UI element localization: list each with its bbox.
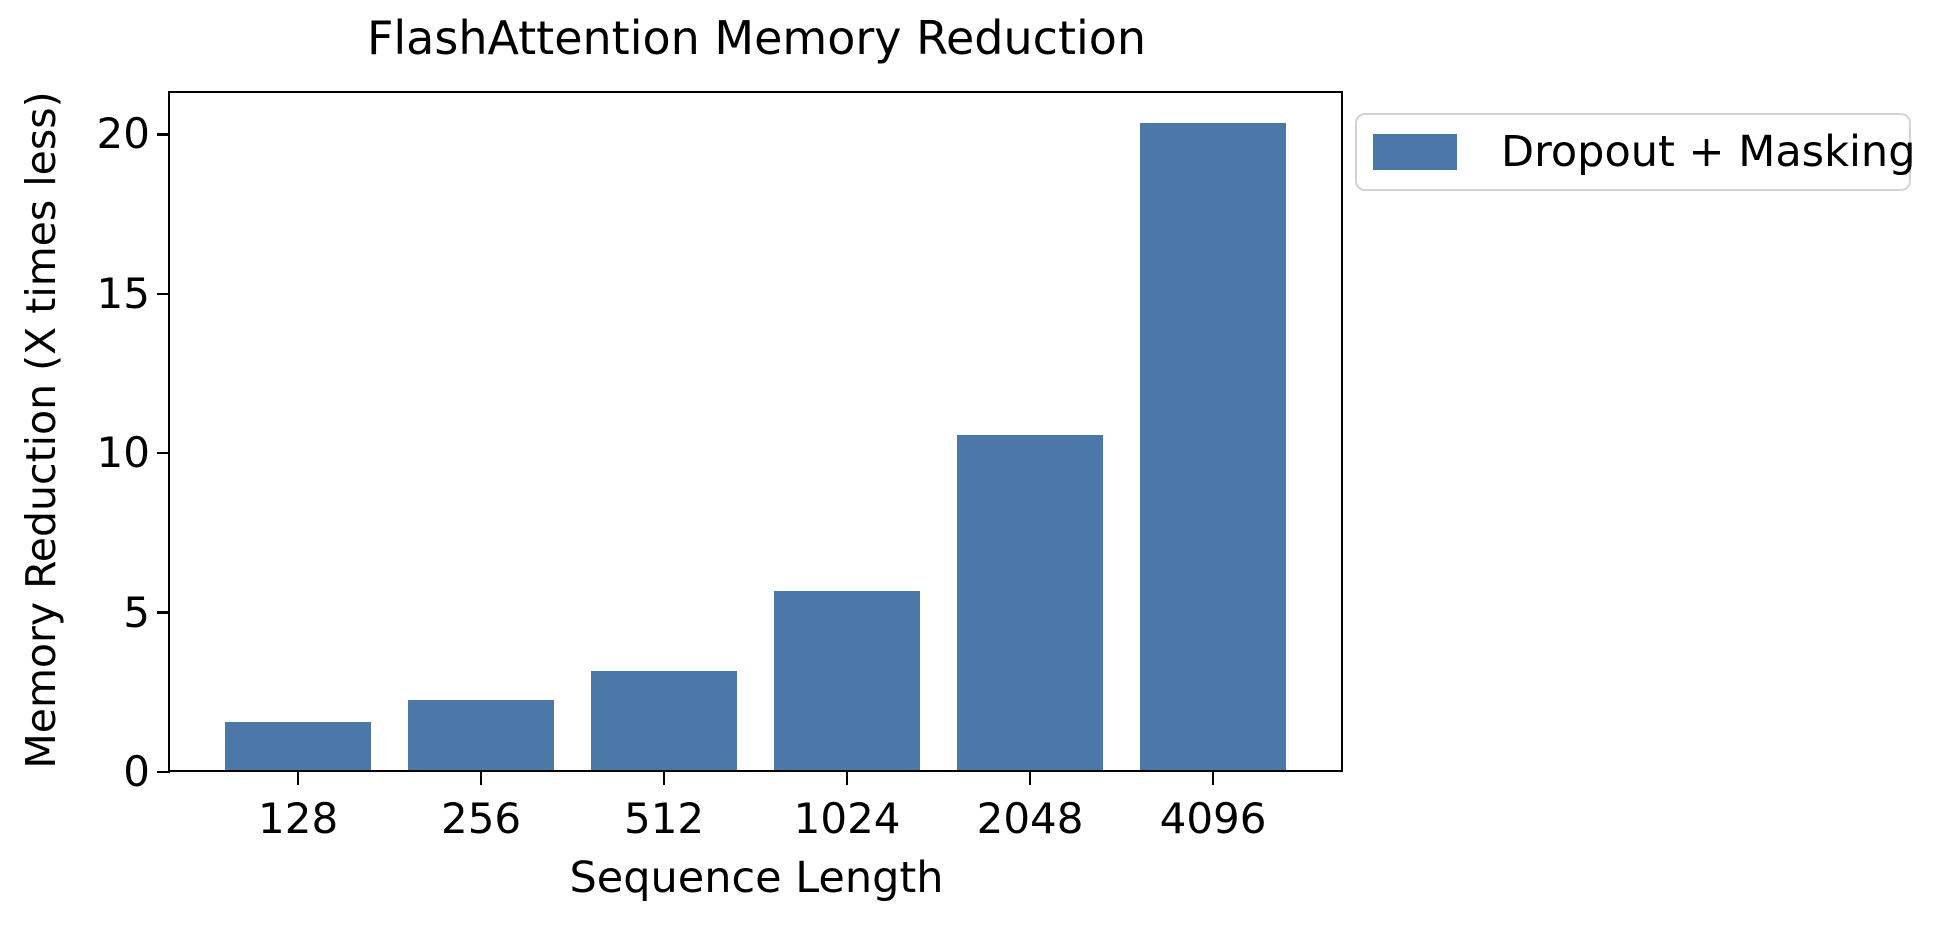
plot-area [168, 91, 1343, 772]
x-tick [296, 772, 300, 785]
y-tick [157, 451, 170, 455]
x-tick [845, 772, 849, 785]
x-tick-label: 512 [623, 794, 705, 843]
x-tick-label: 256 [440, 794, 522, 843]
x-tick-label: 2048 [976, 794, 1084, 843]
x-tick-label: 1024 [793, 794, 901, 843]
legend: Dropout + Masking [1355, 113, 1915, 191]
bar-1024 [773, 591, 921, 770]
x-tick [479, 772, 483, 785]
bar-128 [224, 722, 372, 770]
y-tick [157, 133, 170, 136]
x-tick [1211, 772, 1215, 785]
bar-256 [407, 699, 555, 770]
x-tick-label: 128 [258, 794, 339, 843]
y-tick-label: 15 [96, 268, 150, 318]
legend-label: Dropout + Masking [1501, 127, 1916, 177]
x-tick-label: 4096 [1159, 794, 1267, 843]
x-axis-label: Sequence Length [569, 853, 944, 903]
y-tick-label: 10 [96, 428, 150, 478]
chart-title: FlashAttention Memory Reduction [366, 11, 1147, 65]
y-tick-label: 20 [96, 109, 150, 159]
y-tick [157, 292, 170, 296]
x-tick [662, 772, 666, 785]
bar-2048 [956, 435, 1104, 770]
y-tick [157, 611, 170, 614]
y-tick-label: 0 [123, 747, 150, 796]
legend-swatch [1373, 134, 1457, 170]
bar-512 [590, 671, 738, 770]
bar-4096 [1139, 122, 1287, 770]
x-tick [1028, 772, 1032, 785]
y-tick [157, 770, 170, 774]
y-tick-label: 5 [123, 587, 150, 637]
